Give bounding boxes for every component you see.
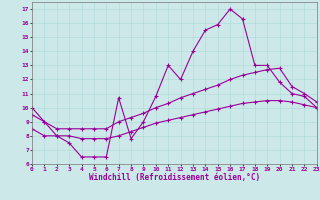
X-axis label: Windchill (Refroidissement éolien,°C): Windchill (Refroidissement éolien,°C) — [89, 173, 260, 182]
